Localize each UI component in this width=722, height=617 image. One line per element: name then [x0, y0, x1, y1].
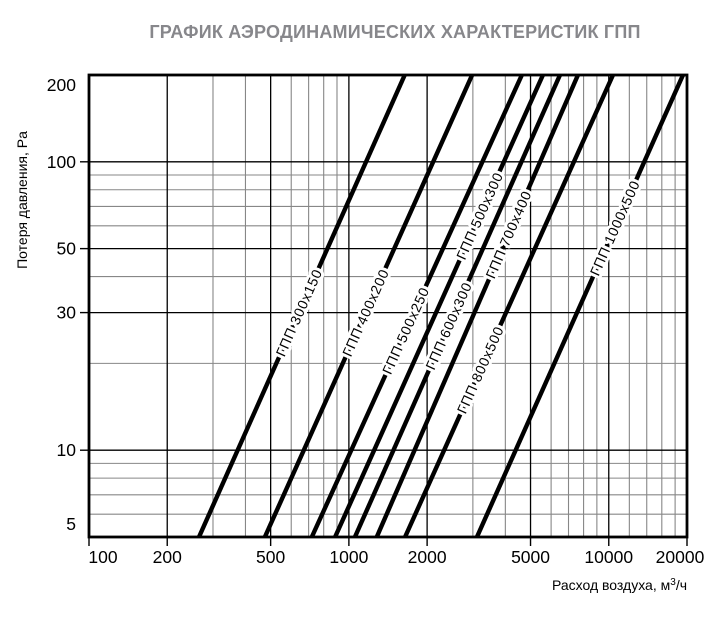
x-tick-label: 500 [256, 547, 285, 567]
x-tick-label: 10000 [584, 547, 633, 567]
x-tick-label: 5000 [511, 547, 550, 567]
tick-marks [80, 161, 688, 546]
plot-border-rect [87, 73, 689, 539]
series-line [352, 74, 562, 538]
y-tick-label: 30 [57, 303, 77, 323]
x-tick-labels: 100 200 500 1000 2000 5000 10000 20000 [88, 547, 704, 567]
series-line [262, 74, 475, 538]
series-line [196, 74, 407, 538]
y-tick-label: 10 [57, 440, 77, 460]
series-line [403, 74, 615, 538]
y-tick-label: 200 [47, 75, 76, 95]
x-tick-label: 1000 [329, 547, 368, 567]
x-tick-label: 20000 [656, 547, 705, 567]
y-tick-label: 100 [47, 152, 76, 172]
series-line [309, 74, 524, 538]
series-line [474, 74, 685, 538]
series-line [374, 74, 580, 538]
gridlines-minor [89, 75, 687, 537]
x-tick-label: 200 [153, 547, 182, 567]
series-label: ГПП 1000x500 [587, 178, 643, 278]
series-line [333, 74, 545, 538]
axis-titles: Потеря давления, Pa Расход воздуха, м3/ч [14, 131, 687, 593]
x-axis-title: Расход воздуха, м3/ч [552, 577, 687, 593]
y-tick-labels: 5 10 30 50 100 200 [47, 75, 76, 534]
x-tick-label: 2000 [408, 547, 447, 567]
series-lines [196, 74, 685, 538]
x-tick-label: 100 [88, 547, 117, 567]
y-tick-label: 50 [57, 239, 77, 259]
y-tick-label: 5 [66, 514, 76, 534]
y-axis-title: Потеря давления, Pa [14, 131, 30, 269]
plot-border [87, 73, 689, 539]
chart-title: ГРАФИК АЭРОДИНАМИЧЕСКИХ ХАРАКТЕРИСТИК ГП… [149, 22, 641, 42]
